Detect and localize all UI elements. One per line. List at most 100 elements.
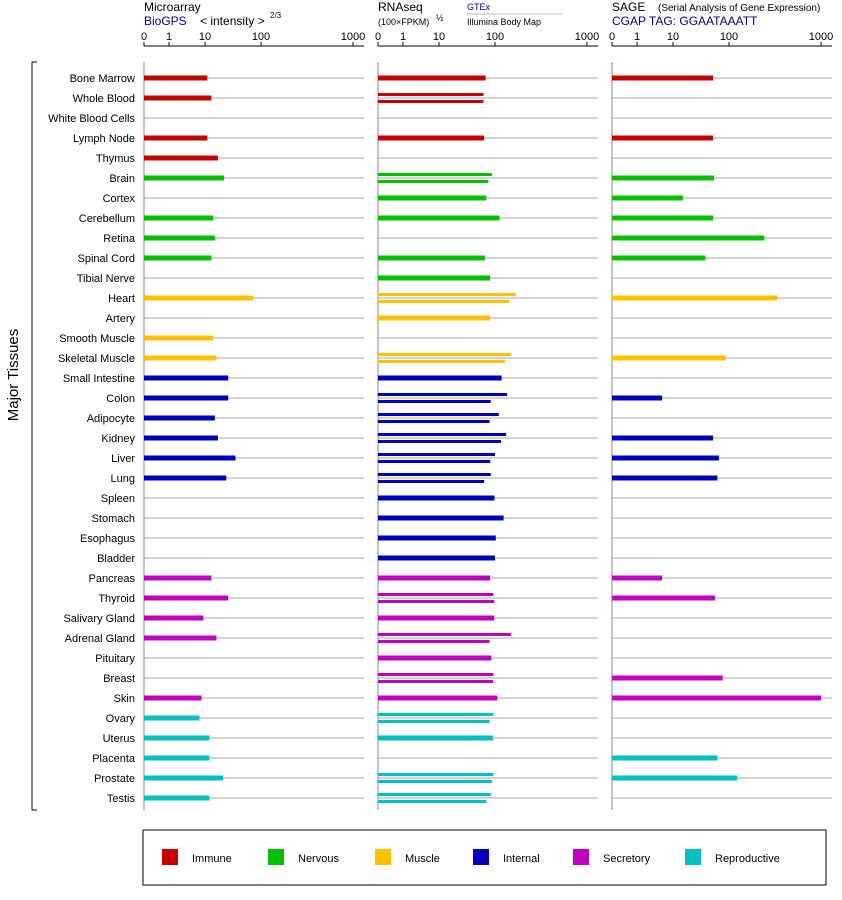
panel-rnaseq: RNAseq (100×FPKM) ½ GTEx Illumina Body Map 0 1…: [375, 0, 599, 810]
x-tick-label: 1: [400, 31, 406, 43]
tissue-label: Artery: [106, 313, 136, 325]
data-bar: [144, 255, 212, 261]
data-bar: [378, 420, 490, 423]
data-bar: [378, 600, 495, 603]
data-bar: [144, 715, 200, 721]
x-tick-label: 1000: [809, 31, 833, 43]
x-tick-label: 10: [433, 31, 445, 43]
data-bar: [378, 440, 501, 443]
tissue-label: Breast: [103, 673, 135, 685]
tissue-label: Pancreas: [89, 573, 136, 585]
data-bar: [612, 755, 718, 761]
data-bar: [612, 395, 663, 401]
data-bar: [612, 475, 718, 481]
data-bar: [144, 755, 210, 761]
data-bar: [378, 535, 496, 541]
data-bar: [144, 295, 254, 301]
y-axis-label: Major Tissues: [5, 61, 37, 811]
data-bar: [144, 335, 214, 341]
data-bar: [378, 93, 484, 96]
data-bar: [378, 780, 492, 783]
data-bar: [144, 595, 229, 601]
scale-label: (100×FPKM): [378, 17, 429, 27]
legend-swatch-nervous: [268, 849, 284, 865]
source-label-gtex: GTEx: [467, 2, 491, 12]
tissue-label: Bone Marrow: [70, 73, 135, 85]
panel-title: RNAseq: [378, 0, 423, 14]
tag-label: CGAP TAG: GGAATAAATT: [612, 14, 758, 28]
scale-exponent: ½: [436, 13, 444, 23]
data-bar: [378, 680, 493, 683]
data-bar: [378, 360, 505, 363]
data-bar: [378, 135, 485, 141]
data-bar: [612, 255, 706, 261]
data-bar: [378, 720, 490, 723]
data-bar: [378, 215, 500, 221]
data-bar: [378, 793, 491, 796]
panel-title: SAGE: [612, 0, 645, 14]
data-bar: [612, 195, 683, 201]
legend-label-internal: Internal: [503, 853, 540, 865]
tissue-label: Liver: [111, 453, 135, 465]
data-bar: [144, 235, 215, 241]
x-tick-label: 100: [486, 31, 504, 43]
x-tick-label: 100: [720, 31, 738, 43]
tissue-label: Adrenal Gland: [65, 633, 135, 645]
data-bar: [144, 175, 225, 181]
data-bar: [612, 355, 726, 361]
data-bar: [144, 575, 212, 581]
y-axis-title: Major Tissues: [5, 329, 22, 422]
data-bar: [144, 735, 210, 741]
tissue-label: Skeletal Muscle: [58, 353, 135, 365]
x-tick-label: 0: [141, 31, 147, 43]
x-tick-label: 10: [199, 31, 211, 43]
tissue-label: Brain: [109, 173, 135, 185]
x-tick-label: 1: [634, 31, 640, 43]
x-tick-label: 1: [166, 31, 172, 43]
data-bar: [378, 633, 511, 636]
data-bar: [144, 435, 218, 441]
data-bar: [378, 713, 493, 716]
data-bar: [144, 215, 214, 221]
data-bar: [378, 695, 498, 701]
tissue-label: Lymph Node: [73, 133, 135, 145]
tissue-label: Heart: [108, 293, 135, 305]
data-bar: [378, 460, 491, 463]
data-bar: [612, 135, 714, 141]
legend-swatch-reproductive: [685, 849, 701, 865]
x-tick-label: 0: [375, 31, 381, 43]
tissue-label: Prostate: [94, 773, 135, 785]
data-bar: [378, 315, 491, 321]
data-bar: [144, 415, 215, 421]
data-bar: [144, 155, 218, 161]
data-bar: [378, 800, 487, 803]
data-bar: [612, 235, 765, 241]
source-label: BioGPS: [144, 14, 187, 28]
tissue-label: Pituitary: [95, 653, 135, 665]
data-bar: [378, 375, 502, 381]
panel-sage: SAGE (Serial Analysis of Gene Expression)…: [609, 0, 833, 810]
data-bar: [612, 435, 714, 441]
data-bar: [612, 295, 778, 301]
tissue-label: Adipocyte: [87, 413, 135, 425]
data-bar: [612, 695, 821, 701]
data-bar: [378, 615, 495, 621]
data-bar: [144, 455, 236, 461]
data-bar: [144, 775, 224, 781]
data-bar: [144, 135, 208, 141]
tissue-label: Kidney: [101, 433, 135, 445]
legend-swatch-immune: [162, 849, 178, 865]
tissue-label: Spinal Cord: [78, 253, 135, 265]
tissue-label: Placenta: [92, 753, 136, 765]
tissue-label: Testis: [107, 793, 136, 805]
tissue-label: Thyroid: [98, 593, 135, 605]
scale-exponent: 2/3: [270, 11, 282, 20]
data-bar: [378, 400, 491, 403]
data-bar: [144, 375, 229, 381]
tissue-bracket: [31, 61, 37, 811]
data-bar: [612, 595, 715, 601]
data-bar: [612, 675, 723, 681]
data-bar: [378, 300, 510, 303]
data-bar: [378, 593, 494, 596]
